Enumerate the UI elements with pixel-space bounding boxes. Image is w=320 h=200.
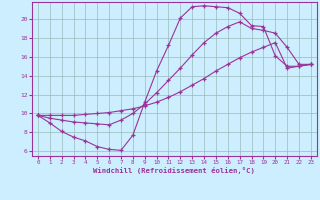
X-axis label: Windchill (Refroidissement éolien,°C): Windchill (Refroidissement éolien,°C): [93, 167, 255, 174]
